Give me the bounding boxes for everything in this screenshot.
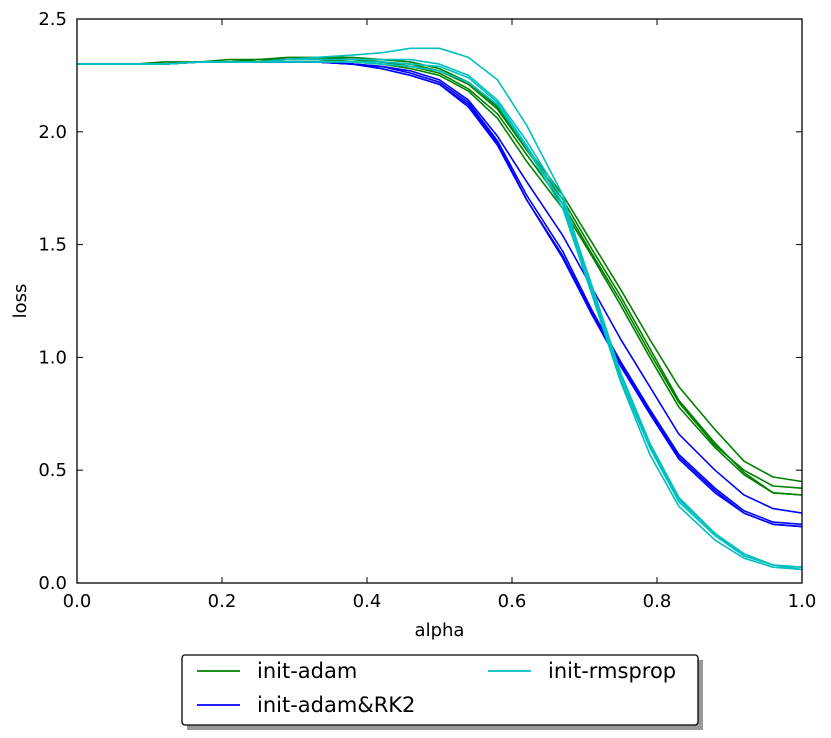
y-axis-label: loss [10, 284, 31, 319]
legend-label-init-rmsprop: init-rmsprop [548, 659, 676, 683]
y-tick-label: 0.0 [38, 573, 67, 594]
y-tick-label: 1.5 [38, 235, 67, 256]
y-tick-label: 2.5 [38, 9, 67, 30]
axes-frame [76, 18, 803, 584]
axis-ticks: 0.0 0.2 0.4 0.6 0.8 1.0 0.0 0.5 1.0 1.5 2.0 2.5 [38, 9, 816, 612]
y-tick-label: 1.0 [38, 347, 67, 368]
y-tick-label: 0.5 [38, 460, 67, 481]
x-tick-label: 0.0 [63, 591, 92, 612]
x-axis-label: alpha [415, 620, 465, 641]
plot-area [77, 47, 803, 571]
legend-label-init-adam-rk2: init-adam&RK2 [257, 693, 415, 717]
legend-box [181, 654, 699, 726]
x-tick-label: 1.0 [788, 591, 817, 612]
series-line-init-rmsprop-4 [77, 58, 803, 571]
y-tick-label: 2.0 [38, 122, 67, 143]
legend: init-adam init-adam&RK2 init-rmsprop [181, 654, 703, 730]
x-tick-label: 0.8 [643, 591, 672, 612]
x-tick-label: 0.4 [353, 591, 382, 612]
legend-label-init-adam: init-adam [257, 659, 357, 683]
x-tick-label: 0.2 [208, 591, 237, 612]
x-tick-label: 0.6 [498, 591, 527, 612]
